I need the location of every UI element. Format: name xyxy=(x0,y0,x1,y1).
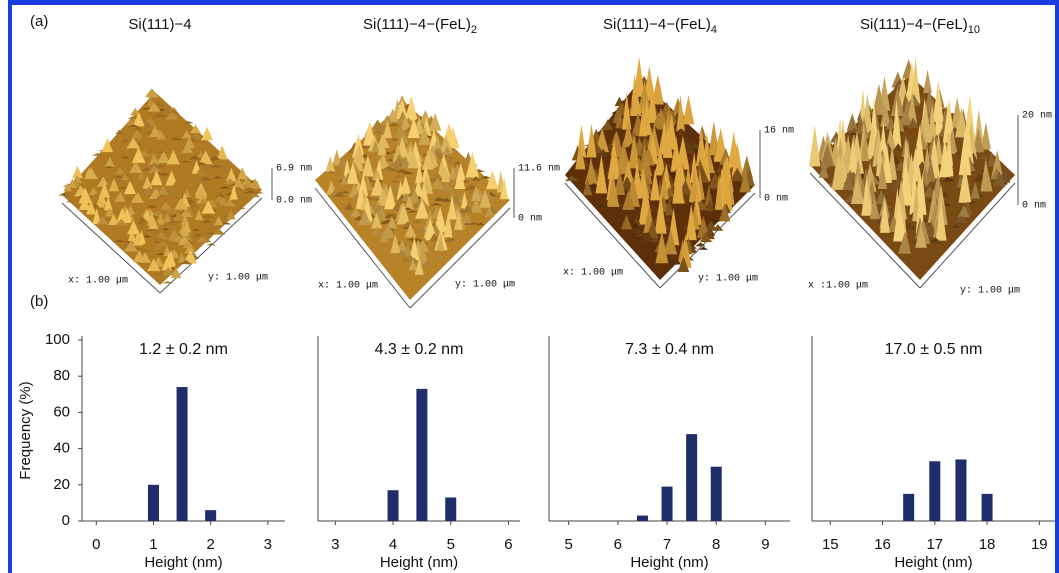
annotation: 17.0 ± 0.5 nm xyxy=(885,341,983,358)
x-tick-label: 8 xyxy=(712,536,720,553)
x-tick-label: 9 xyxy=(761,536,769,553)
z-max-label: 20 nm xyxy=(1022,111,1052,122)
image-title: Si(111)−4−(FeL)10 xyxy=(860,16,980,36)
y-tick-label: 80 xyxy=(53,367,70,384)
frame-top xyxy=(8,0,1059,5)
x-axis-title: Height (nm) xyxy=(380,554,458,571)
x-tick-label: 3 xyxy=(264,536,272,553)
z-max-label: 11.6 nm xyxy=(518,164,560,175)
x-axis-title: Height (nm) xyxy=(630,554,708,571)
x-tick-label: 5 xyxy=(447,536,455,553)
y-tick-label: 0 xyxy=(62,512,70,529)
x-tick-label: 2 xyxy=(206,536,214,553)
x-axis-title: Height (nm) xyxy=(894,554,972,571)
y-scale-label: y: 1.00 μm xyxy=(698,274,758,285)
y-tick-label: 60 xyxy=(53,403,70,420)
x-tick-label: 3 xyxy=(331,536,339,553)
title-subscript: 4 xyxy=(711,24,717,36)
x-axis-title: Height (nm) xyxy=(144,554,222,571)
x-scale-label: x: 1.00 μm xyxy=(318,281,378,292)
title-text: Si(111)−4−(FeL) xyxy=(603,16,711,33)
bar xyxy=(445,497,456,521)
image-title: Si(111)−4−(FeL)4 xyxy=(603,16,717,36)
bar xyxy=(955,459,966,521)
annotation: 4.3 ± 0.2 nm xyxy=(375,341,464,358)
bar xyxy=(148,485,159,521)
annotation: 7.3 ± 0.4 nm xyxy=(625,341,714,358)
bar xyxy=(205,510,216,521)
bar xyxy=(388,490,399,521)
bar xyxy=(637,516,648,521)
title-subscript: 10 xyxy=(968,24,980,36)
title-text: Si(111)−4−(FeL) xyxy=(363,16,471,33)
bar xyxy=(686,434,697,521)
x-tick-label: 7 xyxy=(663,536,671,553)
bar xyxy=(903,494,914,521)
bar xyxy=(416,389,427,521)
x-tick-label: 16 xyxy=(874,536,891,553)
z-min-label: 0.0 nm xyxy=(276,196,312,207)
z-min-label: 0 nm xyxy=(518,214,542,225)
x-tick-label: 19 xyxy=(1031,536,1048,553)
bar xyxy=(177,387,188,521)
z-min-label: 0 nm xyxy=(764,194,788,205)
z-max-label: 16 nm xyxy=(764,126,794,137)
bar xyxy=(662,487,673,521)
annotation: 1.2 ± 0.2 nm xyxy=(139,341,228,358)
y-tick-label: 100 xyxy=(45,331,70,348)
x-scale-label: x: 1.00 μm xyxy=(563,268,623,279)
frame-right xyxy=(1055,0,1059,573)
panel-label: (a) xyxy=(30,13,48,30)
y-scale-label: y: 1.00 μm xyxy=(960,286,1020,297)
x-tick-label: 18 xyxy=(979,536,996,553)
x-tick-label: 4 xyxy=(389,536,397,553)
y-axis-title: Frequency (%) xyxy=(17,381,34,479)
x-scale-label: x: 1.00 μm xyxy=(68,276,128,287)
y-scale-label: y: 1.00 μm xyxy=(208,273,268,284)
frame-left xyxy=(8,0,12,573)
y-tick-label: 40 xyxy=(53,440,70,457)
image-title: Si(111)−4 xyxy=(128,16,191,33)
image-title: Si(111)−4−(FeL)2 xyxy=(363,16,477,36)
x-tick-label: 6 xyxy=(614,536,622,553)
x-tick-label: 6 xyxy=(504,536,512,553)
y-tick-label: 20 xyxy=(53,476,70,493)
x-scale-label: x :1.00 μm xyxy=(808,281,868,292)
title-subscript: 2 xyxy=(471,24,477,36)
y-scale-label: y: 1.00 μm xyxy=(455,280,515,291)
bar xyxy=(982,494,993,521)
x-tick-label: 17 xyxy=(926,536,943,553)
bar xyxy=(711,467,722,521)
z-min-label: 0 nm xyxy=(1022,201,1046,212)
x-tick-label: 1 xyxy=(149,536,157,553)
x-tick-label: 5 xyxy=(565,536,573,553)
bar xyxy=(929,461,940,521)
x-tick-label: 15 xyxy=(822,536,839,553)
x-tick-label: 0 xyxy=(92,536,100,553)
figure: (a) (b) Si(111)−4 6.9 nm 0.0 nm x: 1.00 μm y… xyxy=(0,0,1059,573)
z-max-label: 6.9 nm xyxy=(276,164,312,175)
title-text: Si(111)−4−(FeL) xyxy=(860,16,968,33)
title-text: Si(111)−4 xyxy=(128,16,191,33)
panel-label: (b) xyxy=(30,293,48,310)
